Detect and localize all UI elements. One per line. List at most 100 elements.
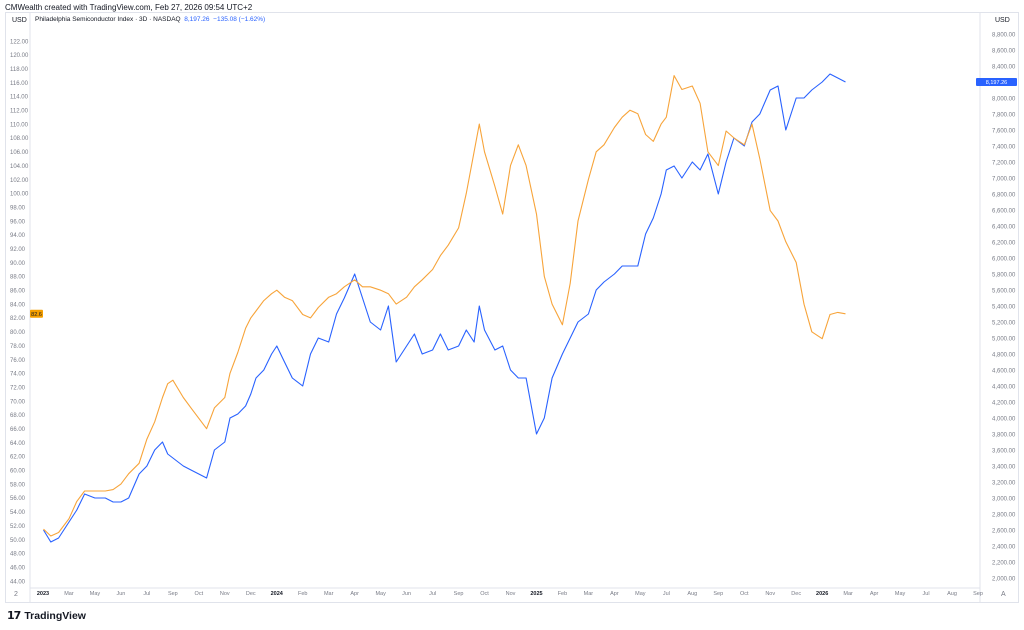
time-axis-tick-label: Apr: [350, 591, 359, 597]
left-axis-tick-label: 122.00: [10, 39, 29, 45]
left-axis-tick-label: 80.00: [10, 330, 26, 336]
left-axis-tick-label: 110.00: [10, 122, 29, 128]
legend-price: 8,197.26: [184, 16, 210, 23]
left-axis-tick-label: 82.00: [10, 316, 26, 322]
chart-watermark-header: CMWealth created with TradingView.com, F…: [5, 3, 253, 12]
time-axis-tick-label: Oct: [480, 591, 489, 597]
left-axis-tick-label: 102.00: [10, 178, 29, 184]
left-axis-tick-label: 74.00: [10, 372, 26, 378]
left-axis-tick-label: 104.00: [10, 164, 29, 170]
time-axis-tick-label: Nov: [765, 591, 775, 597]
right-axis-tick-label: 5,800.00: [992, 272, 1016, 278]
left-axis-tick-label: 68.00: [10, 413, 26, 419]
right-axis-tick-label: 4,800.00: [992, 352, 1016, 358]
time-axis-tick-label: Apr: [610, 591, 619, 597]
tradingview-brand: 17 TradingView: [7, 609, 86, 622]
right-axis-tick-label: 4,600.00: [992, 368, 1016, 374]
right-axis-tick-label: 2,000.00: [992, 576, 1016, 582]
legend-symbol-name[interactable]: Philadelphia Semiconductor Index · 3D · …: [35, 16, 181, 23]
left-axis-tick-label: 100.00: [10, 192, 29, 198]
left-axis-tick-label: 94.00: [10, 233, 26, 239]
left-axis-tick-label: 90.00: [10, 261, 26, 267]
left-axis-tick-label: 92.00: [10, 247, 26, 253]
left-corner-label[interactable]: 2: [14, 591, 18, 598]
time-axis-tick-label: Aug: [687, 591, 697, 597]
right-axis-tick-label: 8,600.00: [992, 48, 1016, 54]
right-axis-tick-label: 5,600.00: [992, 288, 1016, 294]
time-axis-tick-label: Oct: [195, 591, 204, 597]
chart-frame: [5, 12, 1019, 603]
time-axis-tick-label: Feb: [298, 591, 307, 597]
right-axis-tick-label: 8,000.00: [992, 96, 1016, 102]
right-axis-tick-label: 2,400.00: [992, 544, 1016, 550]
right-axis-tick-label: 3,200.00: [992, 480, 1016, 486]
right-axis-tick-label: 7,800.00: [992, 112, 1016, 118]
left-axis-tick-label: 46.00: [10, 565, 26, 571]
time-axis-tick-label: Jul: [923, 591, 930, 597]
time-axis-tick-label: Aug: [947, 591, 957, 597]
right-axis-tick-label: 6,600.00: [992, 208, 1016, 214]
tradingview-wordmark: TradingView: [24, 609, 86, 622]
left-axis-currency[interactable]: USD: [12, 17, 27, 24]
sox-price-line[interactable]: [43, 73, 846, 543]
right-axis-tick-label: 7,000.00: [992, 176, 1016, 182]
left-axis-tick-label: 120.00: [10, 53, 29, 59]
time-axis-tick-label: Dec: [246, 591, 256, 597]
right-last-price-label: 8,197.26: [986, 80, 1007, 86]
time-axis-tick-label: Mar: [584, 591, 594, 597]
left-axis-tick-label: 54.00: [10, 510, 26, 516]
left-last-value-badge: [30, 309, 43, 318]
legend-change: −135.08 (−1.62%): [213, 16, 266, 23]
left-axis-tick-label: 52.00: [10, 524, 26, 530]
right-axis-tick-label: 3,400.00: [992, 464, 1016, 470]
tradingview-logo-icon: 17: [7, 609, 21, 622]
right-axis-tick-label: 5,000.00: [992, 336, 1016, 342]
left-axis-tick-label: 108.00: [10, 136, 29, 142]
time-axis-tick-label: May: [895, 591, 906, 597]
right-axis-tick-label: 7,600.00: [992, 128, 1016, 134]
right-axis-tick-label: 4,200.00: [992, 400, 1016, 406]
left-axis-tick-label: 76.00: [10, 358, 26, 364]
right-axis-tick-label: 8,400.00: [992, 64, 1016, 70]
right-axis-tick-label: 2,200.00: [992, 560, 1016, 566]
time-axis-tick-label: Mar: [324, 591, 334, 597]
auto-scale-button[interactable]: A: [1001, 591, 1006, 598]
orange-comparison-line[interactable]: [43, 75, 846, 537]
time-axis-tick-label: 2024: [271, 591, 284, 597]
time-axis-tick-label: Jul: [143, 591, 150, 597]
right-axis-tick-label: 3,800.00: [992, 432, 1016, 438]
left-axis-tick-label: 62.00: [10, 455, 26, 461]
left-axis-tick-label: 44.00: [10, 579, 26, 585]
time-axis-tick-label: May: [90, 591, 101, 597]
chart-legend[interactable]: Philadelphia Semiconductor Index · 3D · …: [35, 16, 265, 23]
left-axis-tick-label: 88.00: [10, 275, 26, 281]
right-axis-tick-label: 6,800.00: [992, 192, 1016, 198]
time-axis-tick-label: Sep: [713, 591, 723, 597]
left-axis-tick-label: 84.00: [10, 302, 26, 308]
time-axis-tick-label: Mar: [843, 591, 853, 597]
right-axis-tick-label: 2,600.00: [992, 528, 1016, 534]
time-axis-tick-label: Apr: [870, 591, 879, 597]
left-axis-tick-label: 116.00: [10, 81, 29, 87]
left-axis-tick-label: 58.00: [10, 482, 26, 488]
right-axis-currency[interactable]: USD: [995, 17, 1010, 24]
time-axis-tick-label: May: [375, 591, 386, 597]
left-axis-tick-label: 78.00: [10, 344, 26, 350]
time-axis-tick-label: Jun: [402, 591, 411, 597]
time-axis-tick-label: Oct: [740, 591, 749, 597]
right-axis-tick-label: 6,200.00: [992, 240, 1016, 246]
left-axis-tick-label: 118.00: [10, 67, 29, 73]
time-axis-tick-label: Jul: [663, 591, 670, 597]
left-axis-tick-label: 106.00: [10, 150, 29, 156]
left-axis-tick-label: 66.00: [10, 427, 26, 433]
left-axis-tick-label: 72.00: [10, 385, 26, 391]
left-axis-tick-label: 70.00: [10, 399, 26, 405]
right-last-price-badge: [976, 78, 1017, 86]
time-axis-tick-label: Feb: [558, 591, 567, 597]
left-axis-tick-label: 98.00: [10, 205, 26, 211]
right-axis-tick-label: 2,800.00: [992, 512, 1016, 518]
left-axis-tick-label: 48.00: [10, 552, 26, 558]
left-axis-tick-label: 114.00: [10, 95, 29, 101]
right-axis-tick-label: 6,000.00: [992, 256, 1016, 262]
